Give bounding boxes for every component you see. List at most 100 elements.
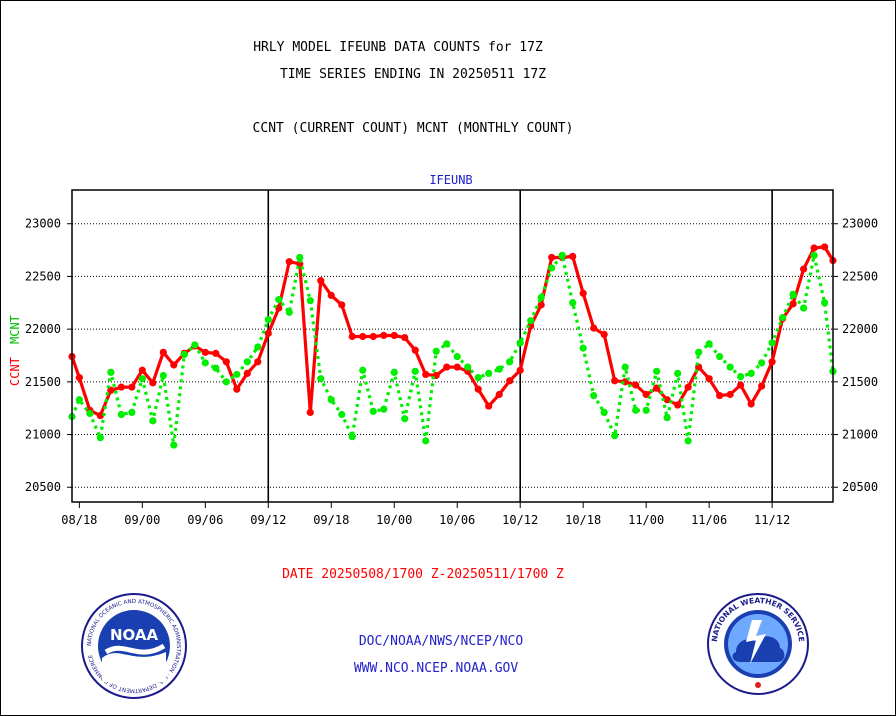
data-point-mcnt (810, 251, 818, 259)
data-point-mcnt (338, 410, 346, 419)
data-point-ccnt (548, 253, 556, 262)
data-point-ccnt (243, 369, 251, 378)
data-point-mcnt (296, 253, 304, 262)
website-link[interactable]: WWW.NCO.NCEP.NOAA.GOV (354, 661, 519, 676)
series-line-ccnt (70, 245, 835, 418)
data-point-mcnt (569, 299, 577, 307)
data-point-ccnt (170, 361, 178, 369)
data-point-mcnt (201, 359, 209, 367)
y-tick-label-left: 22000 (25, 322, 61, 336)
data-point-ccnt (663, 396, 671, 404)
data-point-ccnt (264, 329, 272, 337)
data-point-ccnt (338, 301, 346, 309)
data-point-mcnt (432, 347, 440, 355)
data-point-ccnt (75, 374, 83, 382)
data-point-mcnt (317, 375, 325, 383)
x-tick-label: 11/06 (691, 513, 727, 527)
data-point-ccnt (684, 383, 692, 391)
data-point-mcnt (579, 344, 587, 352)
data-point-ccnt (590, 324, 598, 332)
data-point-ccnt (716, 391, 724, 400)
data-point-ccnt (485, 402, 493, 410)
y-axis-label-ccnt: CCNT (8, 357, 22, 386)
data-point-mcnt (128, 408, 136, 417)
data-point-mcnt (548, 264, 556, 272)
y-tick-label-right: 23000 (842, 217, 878, 231)
y-tick-label-right: 20500 (842, 480, 878, 494)
x-tick-label: 09/18 (313, 513, 349, 527)
data-point-mcnt (306, 297, 314, 305)
y-tick-label-right: 21000 (842, 428, 878, 442)
y-tick-label-left: 21000 (25, 428, 61, 442)
y-tick-label-right: 22000 (842, 322, 878, 336)
x-tick-label: 11/00 (628, 513, 664, 527)
data-point-mcnt (527, 317, 535, 325)
noaa-logo-text: NOAA (110, 626, 159, 644)
data-point-ccnt (768, 358, 776, 366)
plot-border (71, 189, 834, 503)
plot-area: 20500 20500 21000 21000 21500 21500 22000 22000… (25, 189, 878, 527)
data-point-mcnt (747, 369, 755, 378)
data-point-ccnt (495, 390, 503, 399)
data-point-ccnt (212, 349, 220, 357)
data-point-ccnt (380, 331, 388, 340)
data-point-mcnt (726, 363, 734, 371)
data-point-mcnt (348, 433, 356, 441)
chart-subtitle: CCNT (CURRENT COUNT) MCNT (MONTHLY COUNT… (253, 121, 574, 136)
data-point-ccnt (569, 252, 577, 261)
data-point-ccnt (254, 358, 262, 366)
data-point-ccnt (233, 385, 241, 393)
chart-title-line1: HRLY MODEL IFEUNB DATA COUNTS for 17Z (253, 40, 543, 55)
data-point-ccnt (138, 366, 146, 374)
x-tick-label: 09/00 (124, 513, 160, 527)
noaa-logo: NATIONAL OCEANIC AND ATMOSPHERIC ADMINIS… (81, 593, 187, 699)
data-point-mcnt (107, 368, 115, 376)
y-axis-label-mcnt: MCNT (8, 315, 22, 344)
data-point-mcnt (117, 410, 125, 419)
data-point-ccnt (737, 381, 745, 389)
data-point-ccnt (401, 333, 409, 342)
data-point-mcnt (180, 350, 188, 359)
data-point-ccnt (579, 289, 587, 297)
data-point-ccnt (642, 390, 650, 399)
data-point-mcnt (516, 339, 524, 347)
data-point-ccnt (159, 348, 167, 356)
data-point-mcnt (380, 405, 388, 413)
data-point-mcnt (369, 407, 377, 415)
data-point-ccnt (516, 366, 524, 374)
data-point-ccnt (107, 386, 115, 394)
data-point-mcnt (506, 358, 514, 366)
data-point-mcnt (789, 290, 797, 298)
data-point-ccnt (222, 358, 230, 366)
org-path-link[interactable]: DOC/NOAA/NWS/NCEP/NCO (359, 634, 524, 649)
data-point-mcnt (401, 415, 409, 423)
data-point-ccnt (390, 331, 398, 340)
date-range-text: DATE 20250508/1700 Z-20250511/1700 Z (282, 567, 564, 582)
data-point-ccnt (443, 363, 451, 371)
data-point-ccnt (348, 332, 356, 341)
data-point-mcnt (695, 348, 703, 356)
data-point-ccnt (674, 401, 682, 409)
data-point-ccnt (474, 385, 482, 393)
data-point-mcnt (705, 340, 713, 348)
data-point-ccnt (369, 332, 377, 341)
data-point-mcnt (474, 374, 482, 382)
data-point-ccnt (201, 348, 209, 356)
data-point-mcnt (464, 363, 472, 371)
data-point-ccnt (537, 301, 545, 309)
chart-title-line2: TIME SERIES ENDING IN 20250511 17Z (280, 67, 546, 82)
x-tick-label: 09/12 (250, 513, 286, 527)
data-point-mcnt (159, 371, 167, 380)
data-point-mcnt (758, 359, 766, 367)
data-point-mcnt (443, 340, 451, 348)
data-point-mcnt (411, 367, 419, 375)
data-point-ccnt (96, 411, 104, 420)
data-point-ccnt (453, 363, 461, 371)
data-point-mcnt (275, 296, 283, 304)
data-point-ccnt (611, 377, 619, 385)
data-point-mcnt (243, 358, 251, 366)
nws-logo: NATIONAL WEATHER SERVICE (707, 593, 809, 695)
x-tick-label: 10/00 (376, 513, 412, 527)
data-point-mcnt (590, 391, 598, 400)
